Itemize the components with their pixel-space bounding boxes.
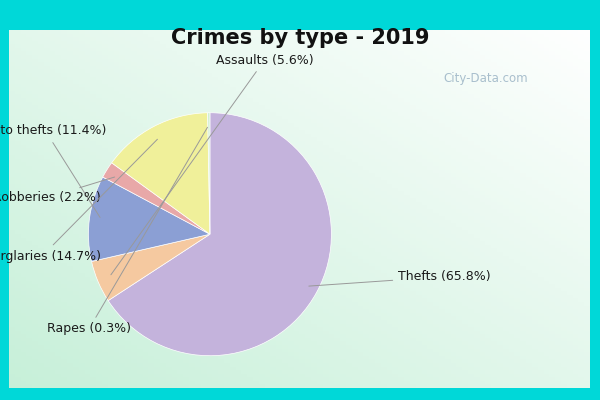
Wedge shape: [112, 113, 210, 234]
Wedge shape: [108, 113, 331, 356]
Wedge shape: [88, 177, 210, 262]
Text: Auto thefts (11.4%): Auto thefts (11.4%): [0, 124, 107, 218]
Text: Crimes by type - 2019: Crimes by type - 2019: [171, 28, 429, 48]
Text: Robberies (2.2%): Robberies (2.2%): [0, 177, 115, 204]
Text: Burglaries (14.7%): Burglaries (14.7%): [0, 139, 157, 262]
Text: City-Data.com: City-Data.com: [443, 72, 528, 85]
Wedge shape: [208, 113, 210, 234]
Text: Thefts (65.8%): Thefts (65.8%): [309, 270, 491, 286]
Text: Rapes (0.3%): Rapes (0.3%): [47, 127, 208, 336]
Wedge shape: [92, 234, 210, 300]
Wedge shape: [103, 163, 210, 234]
Text: Assaults (5.6%): Assaults (5.6%): [111, 54, 313, 275]
